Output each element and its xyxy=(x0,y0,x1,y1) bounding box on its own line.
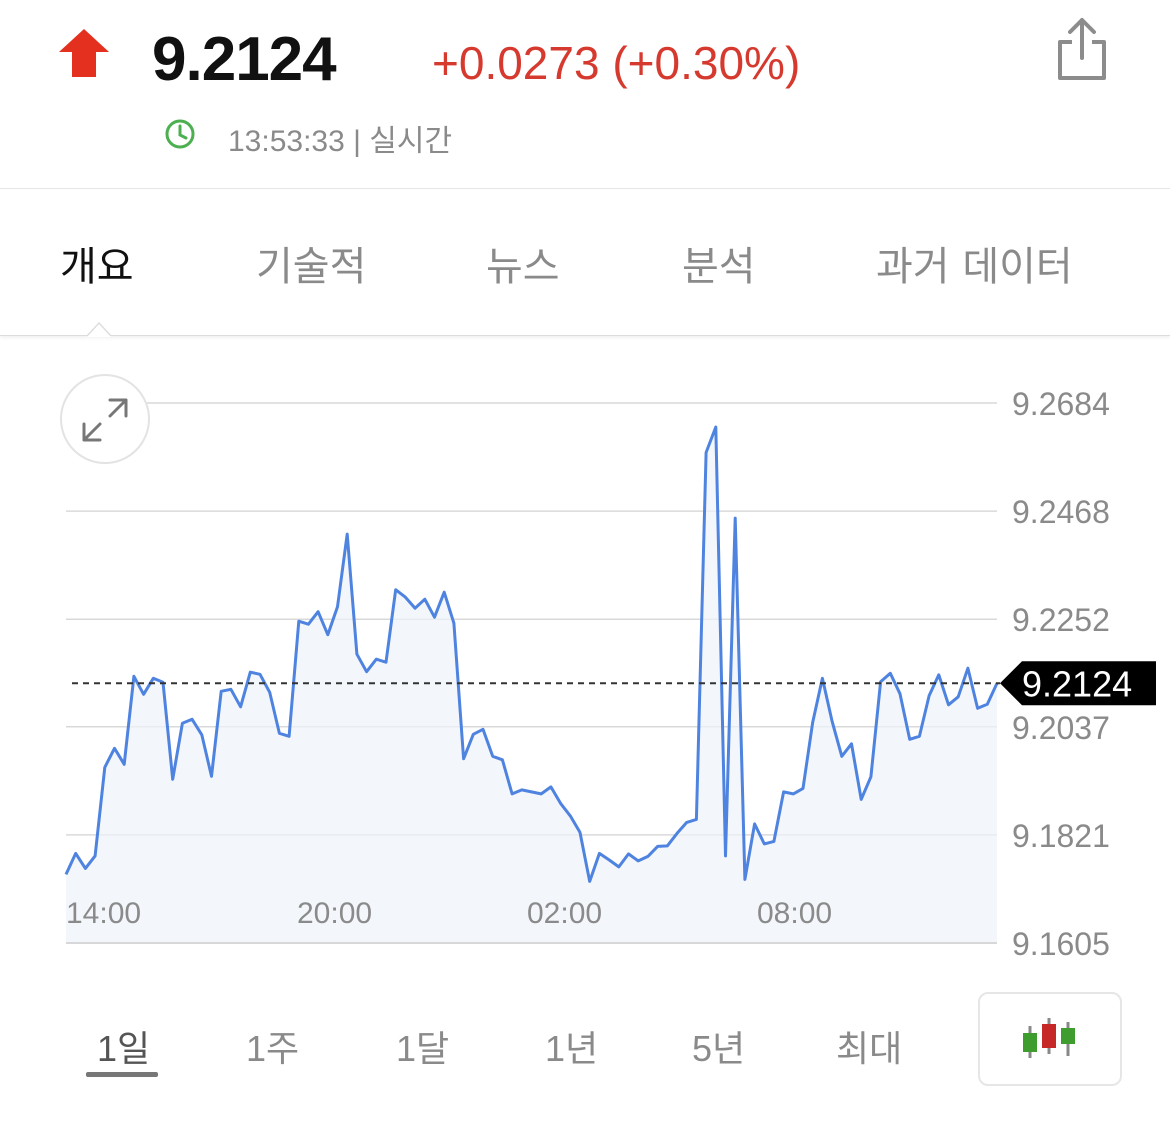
y-tick-label: 9.2037 xyxy=(1012,710,1110,746)
range-5y[interactable]: 5년 xyxy=(692,1028,746,1069)
price-chart[interactable]: 9.2684 9.2468 9.2252 9.2037 9.1821 9.1605 14:0… xyxy=(0,337,1170,977)
share-icon[interactable] xyxy=(1054,16,1110,82)
range-1w[interactable]: 1주 xyxy=(246,1028,300,1069)
y-tick-label: 9.1821 xyxy=(1012,818,1110,854)
tab-news[interactable]: 뉴스 xyxy=(486,244,560,290)
current-value-label: 9.2124 xyxy=(1022,663,1132,704)
series-line xyxy=(64,425,999,883)
section-tabs: 개요 기술적 뉴스 분석 과거 데이터 xyxy=(0,190,1170,336)
range-1y[interactable]: 1년 xyxy=(545,1028,599,1069)
current-price: 9.2124 xyxy=(152,25,337,94)
x-tick-label: 02:00 xyxy=(527,897,602,930)
x-tick-label: 08:00 xyxy=(757,897,832,930)
y-tick-label: 9.2468 xyxy=(1012,494,1110,530)
series-area xyxy=(66,427,997,943)
quote-timestamp: 13:53:33 | 실시간 xyxy=(228,125,453,158)
up-arrow-icon xyxy=(59,29,109,77)
quote-header: 9.2124 +0.0273 (+0.30%) 13:53:33 | 실시간 xyxy=(0,0,1170,189)
clock-icon xyxy=(165,119,195,149)
chart-type-button[interactable] xyxy=(978,992,1122,1086)
price-change: +0.0273 (+0.30%) xyxy=(432,37,801,89)
candlestick-icon xyxy=(1023,1018,1075,1058)
range-1m[interactable]: 1달 xyxy=(396,1028,450,1069)
y-tick-label: 9.1605 xyxy=(1012,926,1110,962)
range-max[interactable]: 최대 xyxy=(836,1028,903,1069)
active-tab-indicator-fill xyxy=(87,324,111,337)
time-range-selector: 1일 1주 1달 1년 5년 최대 xyxy=(0,990,1170,1100)
expand-button[interactable] xyxy=(60,374,150,464)
x-tick-label: 20:00 xyxy=(297,897,372,930)
range-1d[interactable]: 1일 xyxy=(97,1028,151,1069)
tab-historical-data[interactable]: 과거 데이터 xyxy=(876,244,1073,290)
y-tick-label: 9.2684 xyxy=(1012,386,1110,422)
tab-technical[interactable]: 기술적 xyxy=(256,244,367,290)
x-tick-label: 14:00 xyxy=(66,897,141,930)
tab-overview[interactable]: 개요 xyxy=(60,244,134,290)
expand-icon xyxy=(82,398,128,442)
price-chart-svg: 9.2684 9.2468 9.2252 9.2037 9.1821 9.1605 14:0… xyxy=(64,386,1156,962)
current-value-badge xyxy=(1000,661,1156,706)
range-active-underline xyxy=(86,1072,158,1077)
y-tick-label: 9.2252 xyxy=(1012,602,1110,638)
tab-analysis[interactable]: 분석 xyxy=(682,244,756,290)
